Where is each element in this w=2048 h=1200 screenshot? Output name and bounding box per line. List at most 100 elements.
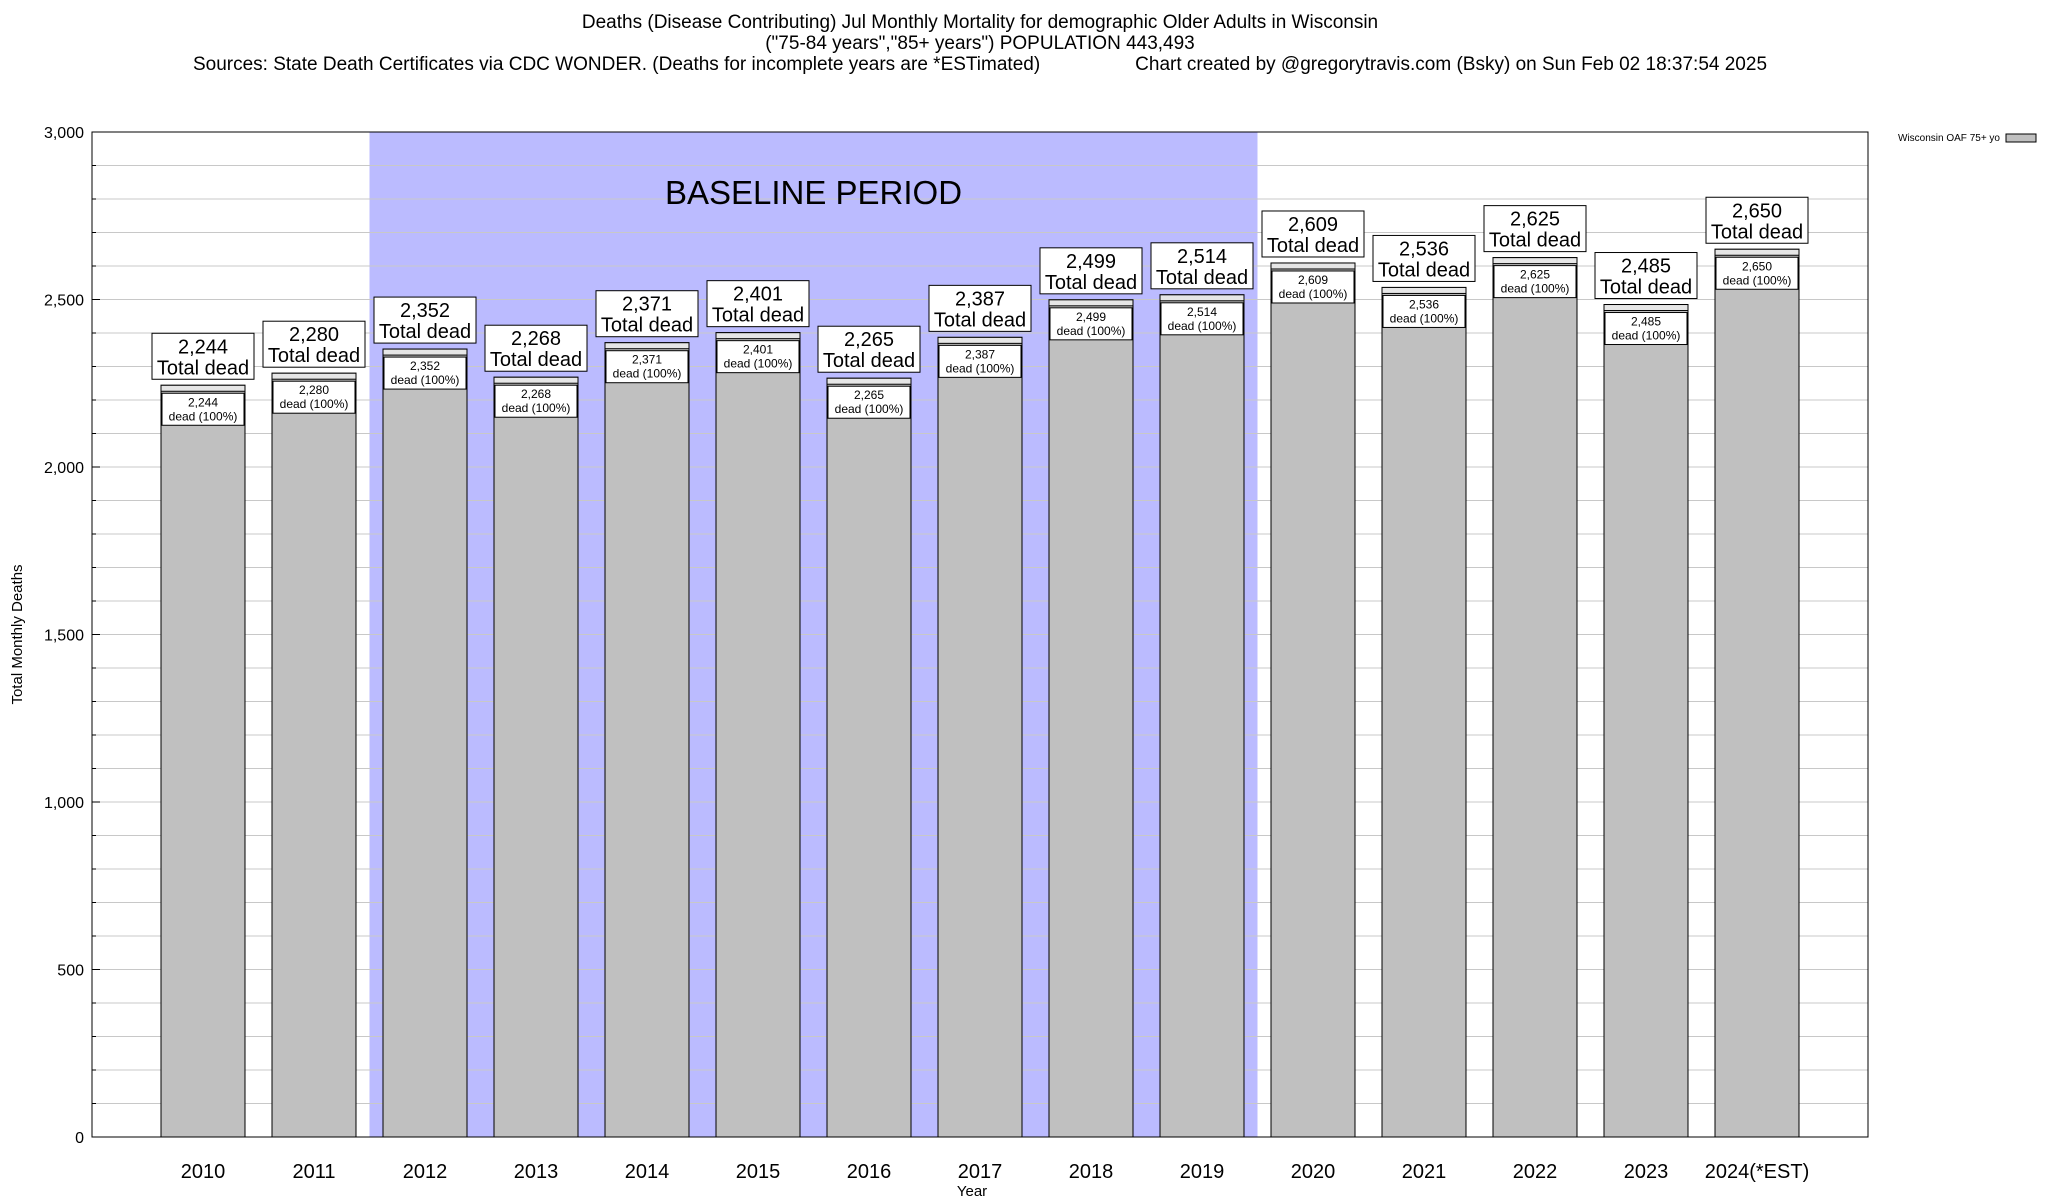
chart-credit: Chart created by @gregorytravis.com (Bsk… [1135, 54, 1768, 75]
bar-total-value: 2,499 [1066, 251, 1116, 273]
bar-top-strip [826, 377, 912, 385]
bar-inner-caption: dead (100%) [1168, 319, 1237, 333]
bar-inner-value: 2,650 [1742, 259, 1772, 273]
legend-label: Wisconsin OAF 75+ yo [1898, 133, 2000, 144]
bar-total-caption: Total dead [1045, 272, 1137, 294]
bar-top-strip [493, 376, 579, 384]
bar-inner-value: 2,352 [410, 359, 440, 373]
chart-header: Deaths (Disease Contributing) Jul Monthl… [0, 12, 1960, 75]
bar-total-value: 2,609 [1288, 214, 1338, 236]
bar-inner-label-box [827, 385, 911, 419]
bar-inner-caption: dead (100%) [835, 402, 904, 416]
bar-total-label-box [484, 324, 588, 372]
baseline-label: BASELINE PERIOD [665, 174, 962, 211]
bar-inner-value: 2,280 [299, 383, 329, 397]
bar [1603, 304, 1689, 1138]
y-tick-label: 500 [57, 963, 84, 980]
bar-total-label-box [817, 325, 921, 373]
x-tick-label: 2013 [514, 1161, 559, 1183]
bar-inner-value: 2,609 [1298, 273, 1328, 287]
bar-inner-label-box [605, 350, 689, 384]
bar-top-strip [937, 336, 1023, 344]
chart-title-line-2: ("75-84 years","85+ years") POPULATION 4… [765, 33, 1195, 54]
bar-total-caption: Total dead [1378, 259, 1470, 281]
bar-inner-caption: dead (100%) [169, 409, 238, 423]
bar-total-caption: Total dead [1156, 267, 1248, 289]
bar-inner-caption: dead (100%) [391, 373, 460, 387]
x-tick-label: 2018 [1069, 1161, 1114, 1183]
bar [271, 372, 357, 1138]
bar-total-caption: Total dead [712, 305, 804, 327]
bar-inner-value: 2,268 [521, 387, 551, 401]
bar-total-value: 2,514 [1177, 246, 1227, 268]
bar-inner-label-box [1160, 302, 1244, 336]
y-tick-label: 2,000 [44, 460, 84, 477]
bar-total-caption: Total dead [1267, 235, 1359, 257]
bar-total-label-box [595, 290, 699, 338]
bar-inner-caption: dead (100%) [280, 397, 349, 411]
bar-total-caption: Total dead [157, 357, 249, 379]
bar [493, 376, 579, 1138]
bar-top-strip [1492, 257, 1578, 265]
bar-total-value: 2,244 [178, 336, 228, 358]
bar-total-label-box [1705, 196, 1809, 244]
bar [1492, 257, 1578, 1138]
bar-inner-caption: dead (100%) [946, 361, 1015, 375]
x-tick-label: 2011 [292, 1161, 335, 1183]
bar-total-caption: Total dead [934, 309, 1026, 331]
bar-inner-label-box [1493, 265, 1577, 299]
bar-total-value: 2,650 [1732, 200, 1782, 222]
y-tick-label: 2,500 [44, 293, 84, 310]
bar-total-label-box [706, 280, 810, 328]
bar-top-strip [604, 342, 690, 350]
bar-total-caption: Total dead [601, 315, 693, 337]
bar-inner-caption: dead (100%) [502, 401, 571, 415]
bar-total-caption: Total dead [1600, 277, 1692, 299]
bar-inner-label-box [1271, 270, 1355, 304]
bar [604, 342, 690, 1138]
bar-top-strip [271, 372, 357, 380]
bar-total-label-box [373, 296, 477, 344]
bar [826, 377, 912, 1138]
chart-sources-row: Sources: State Death Certificates via CD… [0, 54, 1960, 75]
bar-inner-label-box [383, 356, 467, 390]
bar-total-label-box [151, 332, 255, 380]
y-tick-label: 0 [75, 1130, 84, 1147]
y-axis-title: Total Monthly Deaths [9, 564, 26, 704]
bar [160, 384, 246, 1138]
bar-total-label-box [928, 284, 1032, 332]
bar-inner-caption: dead (100%) [613, 367, 682, 381]
bar-top-strip [1048, 299, 1134, 307]
bar [715, 332, 801, 1138]
bar-total-value: 2,265 [844, 329, 894, 351]
bar-inner-caption: dead (100%) [1057, 324, 1126, 338]
bar-top-strip [715, 332, 801, 340]
bar-top-strip [1381, 286, 1467, 294]
x-tick-label: 2015 [736, 1161, 781, 1183]
bar-inner-label-box [272, 380, 356, 414]
bar-inner-value: 2,265 [854, 388, 884, 402]
bar-total-value: 2,536 [1399, 238, 1449, 260]
x-tick-label: 2019 [1180, 1161, 1225, 1183]
bar-total-label-box [1483, 205, 1587, 253]
bar [1270, 262, 1356, 1138]
bar-inner-value: 2,387 [965, 347, 995, 361]
bar-inner-label-box [1715, 256, 1799, 290]
chart-sources: Sources: State Death Certificates via CD… [192, 54, 1041, 75]
x-tick-label: 2022 [1513, 1161, 1558, 1183]
bar-top-strip [1714, 248, 1800, 256]
y-tick-label: 1,000 [44, 795, 84, 812]
y-tick-label: 1,500 [44, 628, 84, 645]
bar-total-caption: Total dead [379, 321, 471, 343]
bar-inner-caption: dead (100%) [1612, 329, 1681, 343]
x-tick-label: 2023 [1624, 1161, 1669, 1183]
bar-inner-label-box [716, 340, 800, 374]
bar-inner-value: 2,499 [1076, 310, 1106, 324]
bar-total-value: 2,625 [1510, 209, 1560, 231]
chart-title-line-1: Deaths (Disease Contributing) Jul Monthl… [581, 12, 1379, 33]
bar [1159, 294, 1245, 1138]
bar-inner-label-box [1604, 312, 1688, 346]
bar-total-caption: Total dead [1489, 230, 1581, 252]
bar-inner-value: 2,536 [1409, 297, 1439, 311]
bar-total-label-box [1150, 242, 1254, 290]
